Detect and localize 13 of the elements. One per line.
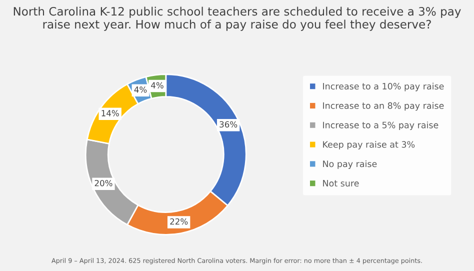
data-label: 14% <box>102 110 119 116</box>
data-label: 36% <box>220 121 238 128</box>
data-label: 4% <box>151 82 164 88</box>
data-label: 20% <box>94 180 112 186</box>
legend-label: Increase to an 8% pay raise <box>323 102 444 111</box>
legend-label: Not sure <box>323 180 359 187</box>
legend-label: Increase to a 10% pay raise <box>323 82 444 92</box>
legend-label: Keep pay raise at 3% <box>323 140 415 150</box>
legend-label: Increase to a 5% pay raise <box>323 122 438 130</box>
data-label: 22% <box>170 218 188 225</box>
chart-title: North Carolina K-12 public school teachers are scheduled to receive a 3% pay raise next year. How much of a pay raise do you feel they deserve? <box>14 6 461 31</box>
legend-label: No pay raise <box>323 160 377 169</box>
data-label: 4% <box>134 86 147 93</box>
